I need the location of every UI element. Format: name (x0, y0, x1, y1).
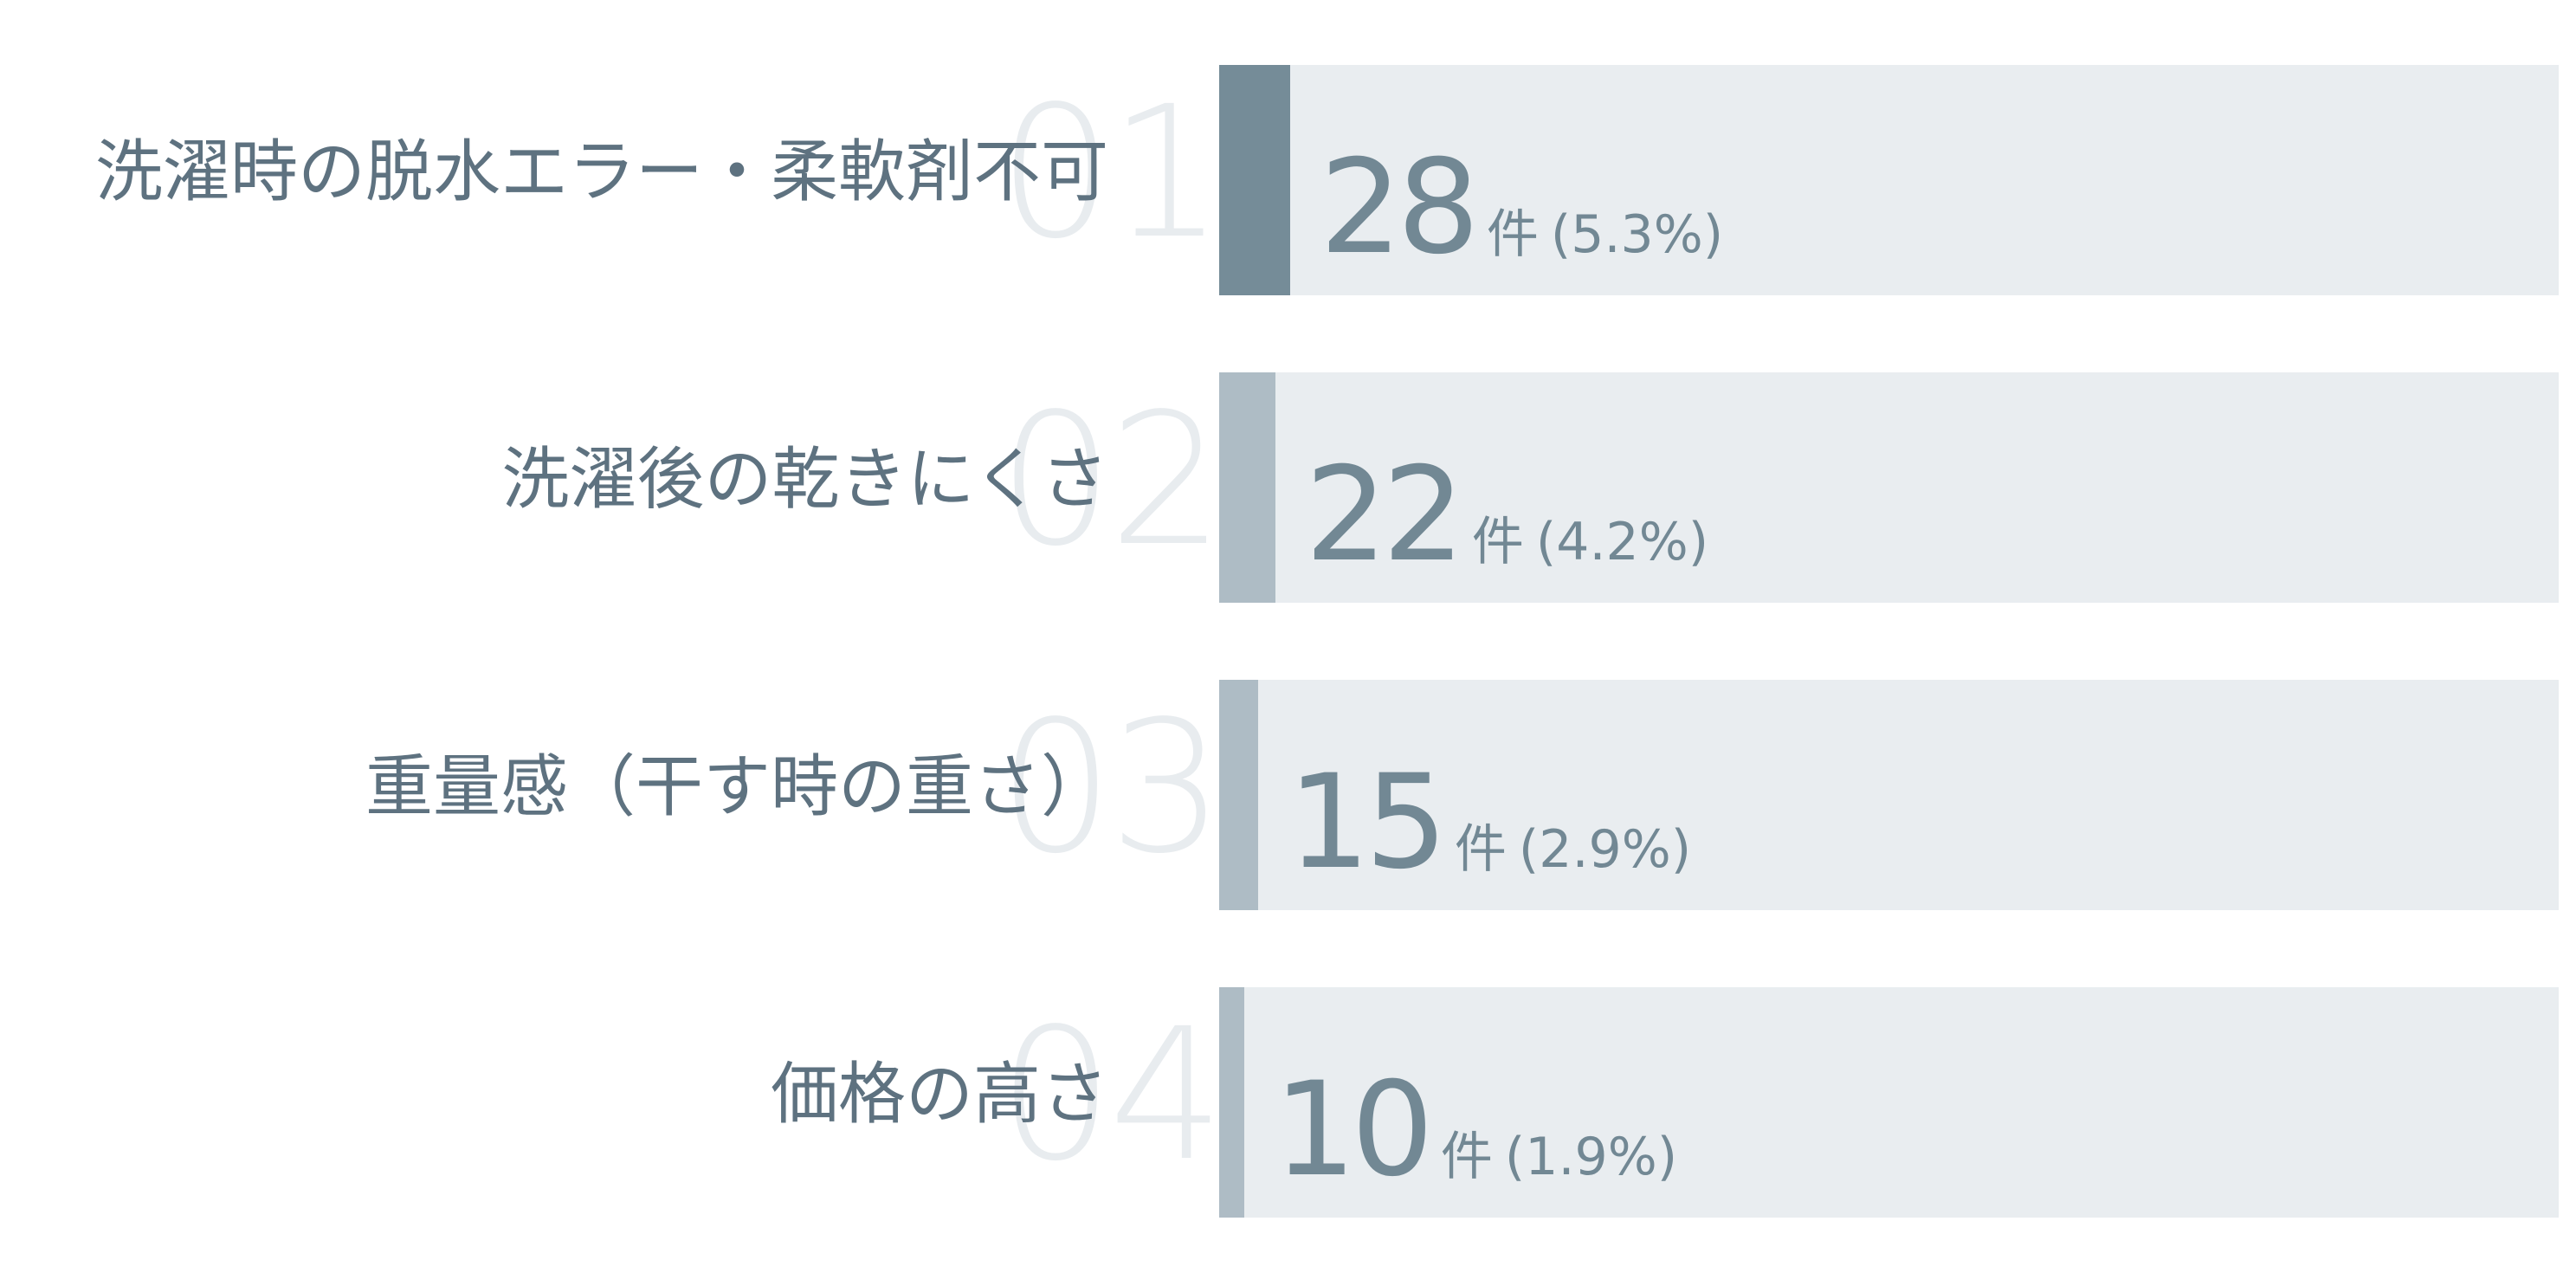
percent-label: (4.2%) (1535, 512, 1709, 572)
count-unit: 件 (1471, 512, 1524, 572)
category-label: 洗濯後の乾きにくさ (501, 441, 1108, 519)
bar (1219, 65, 1290, 295)
count-value: 15 (1288, 747, 1448, 898)
category-label: 重量感（干す時の重さ） (365, 748, 1108, 826)
count-unit: 件 (1440, 1127, 1493, 1187)
rank-number: 04 (997, 989, 1224, 1201)
bar-track: 10 件 (1.9%) (1219, 987, 2559, 1218)
value-label: 28 件 (5.3%) (1320, 143, 1723, 273)
bar-track: 22 件 (4.2%) (1219, 372, 2559, 603)
count-value: 22 (1305, 440, 1465, 591)
bar-track: 15 件 (2.9%) (1219, 680, 2559, 910)
count-unit: 件 (1486, 204, 1539, 265)
percent-label: (5.3%) (1550, 204, 1724, 265)
bar (1219, 680, 1258, 910)
value-label: 22 件 (4.2%) (1305, 450, 1708, 580)
value-label: 15 件 (2.9%) (1288, 758, 1691, 888)
percent-label: (2.9%) (1518, 819, 1692, 880)
category-label: 洗濯時の脱水エラー・柔軟剤不可 (94, 133, 1108, 211)
category-label: 価格の高さ (770, 1056, 1108, 1134)
rank-number: 03 (997, 682, 1224, 894)
count-value: 10 (1274, 1055, 1434, 1205)
count-value: 28 (1320, 132, 1480, 283)
bar (1219, 372, 1275, 603)
count-unit: 件 (1454, 819, 1507, 880)
value-label: 10 件 (1.9%) (1274, 1065, 1677, 1195)
bar-track: 28 件 (5.3%) (1219, 65, 2559, 295)
bar (1219, 987, 1244, 1218)
rank-number: 01 (997, 67, 1224, 279)
rank-number: 02 (997, 374, 1224, 586)
percent-label: (1.9%) (1504, 1127, 1678, 1187)
